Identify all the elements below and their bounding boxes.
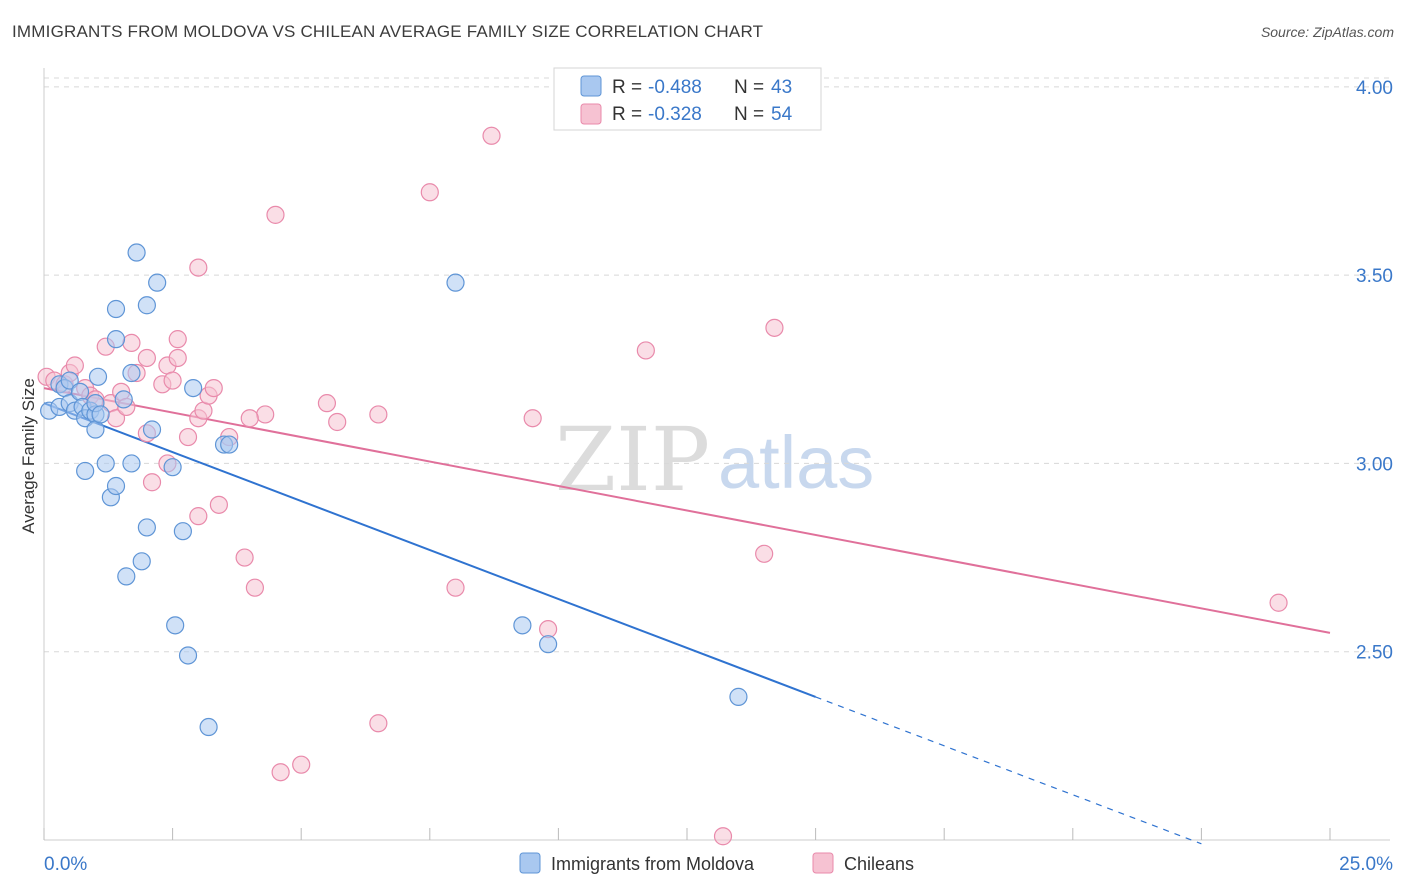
chileans-point [163,371,182,390]
chileans-point [1269,593,1288,612]
legend-r-value-moldova: -0.488 [648,77,702,98]
moldova-point [132,552,151,571]
watermark-zip: ZIP [555,408,710,511]
chileans-point [235,548,254,567]
y-axis-label: Average Family Size [19,378,38,534]
bottom-legend-swatch-chileans [812,852,834,874]
moldova-point [91,405,110,424]
x-tick-label-min: 0.0% [44,854,87,875]
y-tick-label: 4.00 [1356,78,1393,99]
moldova-point [199,717,218,737]
series-legend: Immigrants from Moldova Chileans [519,852,914,874]
y-tick-label: 2.50 [1356,643,1393,664]
chileans-point [523,409,542,428]
chileans-point [245,578,265,597]
legend-r-label-moldova: R = [612,77,642,98]
watermark-atlas: atlas [718,421,874,504]
moldova-point [117,567,136,586]
y-tick-label: 3.50 [1356,266,1393,287]
chileans-point [292,755,311,774]
chileans-point [482,126,501,145]
chileans-point [713,827,733,846]
moldova-point [122,363,141,383]
moldova-point [106,476,126,496]
legend-n-label-chileans: N = [734,104,764,125]
chileans-point [240,409,259,428]
chileans-point [194,401,213,420]
moldova-point [539,635,558,654]
moldova-point [76,461,95,481]
chileans-point [755,544,774,563]
legend-swatch-moldova [580,75,602,97]
chileans-point [142,473,162,492]
moldova-point [106,330,126,349]
legend-n-label-moldova: N = [734,77,764,98]
chileans-point [137,348,156,368]
moldova-trendline [43,402,816,698]
chileans-point [168,330,187,349]
legend-n-value-chileans: 54 [771,104,793,125]
moldova-point [88,367,108,386]
moldova-point [106,299,126,319]
moldova-point [173,522,192,541]
moldova-point [60,371,79,390]
chileans-point [369,714,388,733]
moldova-point [137,518,156,537]
moldova-point [220,435,239,454]
bottom-legend-label-moldova: Immigrants from Moldova [551,854,755,874]
moldova-point [163,458,182,477]
moldova-point [166,616,185,635]
x-tick-label-max: 25.0% [1339,854,1393,875]
bottom-legend-label-chileans: Chileans [844,854,914,874]
y-tick-label: 3.00 [1356,454,1393,475]
moldova-point [122,454,141,473]
chileans-point [178,427,198,447]
chileans-point [189,507,208,526]
chileans-point [256,405,275,424]
chart-title: IMMIGRANTS FROM MOLDOVA VS CHILEAN AVERA… [12,22,764,41]
moldova-point [114,390,133,409]
moldova-trendline-extension [815,696,1202,845]
legend-r-value-chileans: -0.328 [648,104,702,125]
chileans-point [271,763,290,782]
moldova-point [513,616,532,635]
chileans-point [122,333,141,353]
chileans-point [204,378,223,398]
chileans-point [765,318,784,337]
moldova-point [729,687,748,706]
chart-source: Source: ZipAtlas.com [1260,24,1394,40]
bottom-legend-swatch-moldova [519,852,541,874]
chileans-point [65,356,84,375]
chileans-point [328,412,347,432]
chileans-point [369,405,388,424]
legend-n-value-moldova: 43 [771,77,792,98]
moldova-point [178,646,198,665]
moldova-point [86,420,105,439]
chileans-point [420,183,439,202]
trendlines [43,387,1331,845]
chileans-point [636,341,655,360]
chileans-point [168,348,187,368]
chileans-point [446,578,465,597]
legend-r-label-chileans: R = [612,104,642,125]
chileans-point [209,495,228,514]
chileans-point [539,620,558,639]
moldova-point [184,378,203,398]
chileans-trendline [43,387,1331,634]
correlation-legend: R = -0.488 N = 43 R = -0.328 N = 54 [553,67,822,131]
moldova-point [70,382,90,401]
moldova-point [148,273,167,292]
moldova-point [127,243,146,262]
moldova-point [96,454,115,473]
chileans-point [189,258,208,277]
moldova-point [137,296,156,315]
moldova-point [142,420,162,439]
chileans-point [317,394,337,413]
chileans-point [266,205,285,224]
data-points [37,126,1288,846]
legend-swatch-chileans [580,103,602,125]
moldova-point [446,273,465,292]
